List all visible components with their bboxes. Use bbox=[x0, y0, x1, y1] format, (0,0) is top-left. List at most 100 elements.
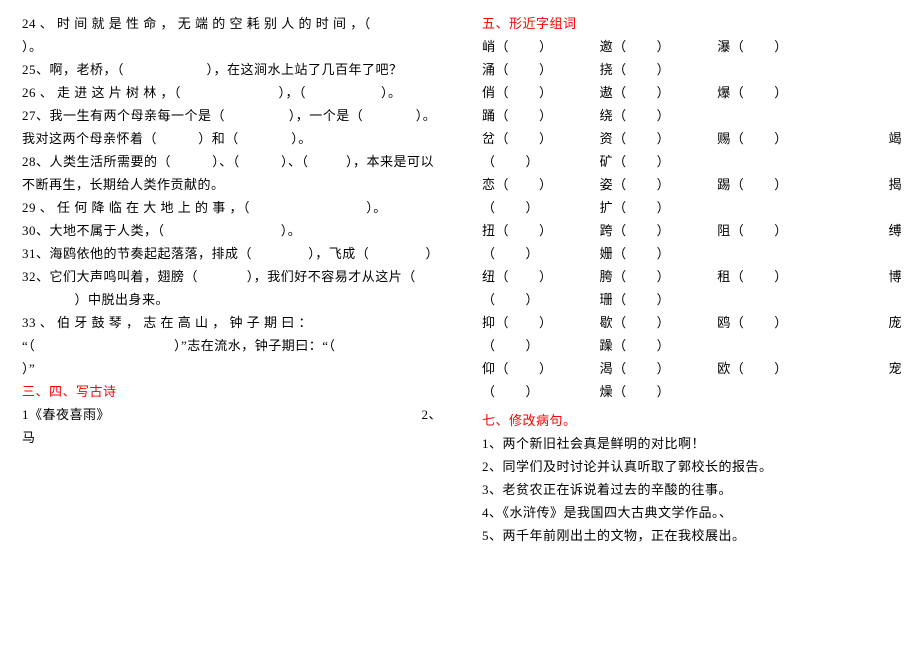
char-cell: 欧（ ） bbox=[717, 357, 835, 380]
char-cell: 姿（ ） bbox=[600, 173, 718, 196]
char-cell: 阻（ ） bbox=[717, 219, 835, 242]
char-cell: 矿（ ） bbox=[600, 150, 718, 173]
page: 24 、 时 间 就 是 性 命 ， 无 端 的 空 耗 别 人 的 时 间 ，… bbox=[0, 0, 920, 651]
char-cell: 歇（ ） bbox=[600, 311, 718, 334]
poem1: 1《春夜喜雨》 bbox=[22, 403, 110, 426]
char-cell: 扭（ ） bbox=[482, 219, 600, 242]
char-cell: 遨（ ） bbox=[600, 81, 718, 104]
q26: 26 、 走 进 这 片 树 林 ，（ ），（ ）。 bbox=[22, 81, 442, 104]
poem-row: 1《春夜喜雨》 2、 bbox=[22, 403, 442, 426]
char-cell: 爆（ ） bbox=[717, 81, 835, 104]
char-cell: （ ） bbox=[482, 380, 600, 403]
q32: 32、它们大声鸣叫着，翅膀（ ），我们好不容易才从这片（ bbox=[22, 265, 442, 288]
char-row: （ ）燥（ ） bbox=[482, 380, 902, 403]
char-cell: （ ） bbox=[482, 288, 600, 311]
char-cell bbox=[835, 380, 902, 403]
sentence: 4、《水浒传》是我国四大古典文学作品。、 bbox=[482, 501, 902, 524]
char-row: 峭（ ）邀（ ）瀑（ ） bbox=[482, 35, 902, 58]
char-cell: 赐（ ） bbox=[717, 127, 835, 150]
char-cell bbox=[835, 150, 902, 173]
char-row: 俏（ ）遨（ ）爆（ ） bbox=[482, 81, 902, 104]
char-cell: 绕（ ） bbox=[600, 104, 718, 127]
char-cell: 抑（ ） bbox=[482, 311, 600, 334]
char-row: （ ）矿（ ） bbox=[482, 150, 902, 173]
char-cell: 渴（ ） bbox=[600, 357, 718, 380]
char-cell: 姗（ ） bbox=[600, 242, 718, 265]
char-cell: 纽（ ） bbox=[482, 265, 600, 288]
section-3-4-title: 三、四、写古诗 bbox=[22, 380, 442, 403]
char-grid: 峭（ ）邀（ ）瀑（ ）涌（ ）挠（ ）俏（ ）遨（ ）爆（ ）踊（ ）绕（ ）… bbox=[482, 35, 902, 403]
char-cell: 竭 bbox=[835, 127, 902, 150]
char-cell: 跨（ ） bbox=[600, 219, 718, 242]
char-cell: 缚 bbox=[835, 219, 902, 242]
section-5-title: 五、形近字组词 bbox=[482, 12, 902, 35]
char-cell bbox=[717, 150, 835, 173]
char-cell: 恋（ ） bbox=[482, 173, 600, 196]
char-cell: 鸥（ ） bbox=[717, 311, 835, 334]
char-cell bbox=[717, 242, 835, 265]
q28: 28、人类生活所需要的（ ）、（ ）、（ ），本来是可以不断再生，长期给人类作贡… bbox=[22, 150, 442, 196]
char-row: 岔（ ）资（ ）赐（ ）竭 bbox=[482, 127, 902, 150]
char-cell bbox=[835, 242, 902, 265]
sentence: 5、两千年前刚出土的文物，正在我校展出。 bbox=[482, 524, 902, 547]
char-cell: 涌（ ） bbox=[482, 58, 600, 81]
char-cell: 躁（ ） bbox=[600, 334, 718, 357]
char-cell bbox=[717, 380, 835, 403]
sentences: 1、两个新旧社会真是鲜明的对比啊！2、同学们及时讨论并认真听取了郭校长的报告。3… bbox=[482, 432, 902, 547]
char-row: （ ）姗（ ） bbox=[482, 242, 902, 265]
char-cell: （ ） bbox=[482, 196, 600, 219]
char-cell: 瀑（ ） bbox=[717, 35, 835, 58]
char-cell bbox=[835, 334, 902, 357]
char-row: （ ）珊（ ） bbox=[482, 288, 902, 311]
char-cell: 挠（ ） bbox=[600, 58, 718, 81]
char-cell bbox=[717, 196, 835, 219]
char-cell: 燥（ ） bbox=[600, 380, 718, 403]
char-cell: （ ） bbox=[482, 242, 600, 265]
char-cell: 峭（ ） bbox=[482, 35, 600, 58]
q31: 31、海鸥依他的节奏起起落落，排成（ ），飞成（ ） bbox=[22, 242, 442, 265]
char-cell: 租（ ） bbox=[717, 265, 835, 288]
char-cell: 博 bbox=[835, 265, 902, 288]
char-cell bbox=[717, 104, 835, 127]
q24: 24 、 时 间 就 是 性 命 ， 无 端 的 空 耗 别 人 的 时 间 ，… bbox=[22, 12, 442, 58]
char-cell: 资（ ） bbox=[600, 127, 718, 150]
char-cell bbox=[835, 104, 902, 127]
char-cell: 踢（ ） bbox=[717, 173, 835, 196]
char-cell: 仰（ ） bbox=[482, 357, 600, 380]
char-cell: 珊（ ） bbox=[600, 288, 718, 311]
char-cell: 俏（ ） bbox=[482, 81, 600, 104]
char-row: （ ）躁（ ） bbox=[482, 334, 902, 357]
q33b: “（ ）”志在流水，钟子期曰：“（ ）” bbox=[22, 334, 442, 380]
char-cell: 踊（ ） bbox=[482, 104, 600, 127]
char-row: 踊（ ）绕（ ） bbox=[482, 104, 902, 127]
q30: 30、大地不属于人类，（ ）。 bbox=[22, 219, 442, 242]
section-7-title: 七、修改病句。 bbox=[482, 409, 902, 432]
q33a: 33 、 伯 牙 鼓 琴 ， 志 在 高 山 ， 钟 子 期 曰 ： bbox=[22, 311, 442, 334]
char-cell bbox=[717, 288, 835, 311]
char-cell: 宠 bbox=[835, 357, 902, 380]
sentence: 3、老贫农正在诉说着过去的辛酸的往事。 bbox=[482, 478, 902, 501]
q29: 29 、 任 何 降 临 在 大 地 上 的 事 ，（ ）。 bbox=[22, 196, 442, 219]
char-row: 扭（ ）跨（ ）阻（ ）缚 bbox=[482, 219, 902, 242]
char-cell bbox=[717, 334, 835, 357]
sentence: 1、两个新旧社会真是鲜明的对比啊！ bbox=[482, 432, 902, 455]
char-cell bbox=[835, 58, 902, 81]
char-cell: 岔（ ） bbox=[482, 127, 600, 150]
char-cell bbox=[835, 288, 902, 311]
poem2-char: 马 bbox=[22, 426, 442, 449]
q25: 25、啊，老桥，（ ），在这涧水上站了几百年了吧？ bbox=[22, 58, 442, 81]
char-cell: （ ） bbox=[482, 334, 600, 357]
q27: 27、我一生有两个母亲每一个是（ ），一个是（ ）。我对这两个母亲怀着（ ）和（… bbox=[22, 104, 442, 150]
char-row: 抑（ ）歇（ ）鸥（ ）庞 bbox=[482, 311, 902, 334]
right-column: 五、形近字组词 峭（ ）邀（ ）瀑（ ）涌（ ）挠（ ）俏（ ）遨（ ）爆（ ）… bbox=[460, 0, 920, 651]
char-row: 恋（ ）姿（ ）踢（ ）揭 bbox=[482, 173, 902, 196]
char-row: 涌（ ）挠（ ） bbox=[482, 58, 902, 81]
char-cell: （ ） bbox=[482, 150, 600, 173]
char-cell bbox=[835, 35, 902, 58]
char-cell: 胯（ ） bbox=[600, 265, 718, 288]
sentence: 2、同学们及时讨论并认真听取了郭校长的报告。 bbox=[482, 455, 902, 478]
char-cell bbox=[835, 81, 902, 104]
char-cell: 揭 bbox=[835, 173, 902, 196]
char-cell bbox=[835, 196, 902, 219]
char-cell: 扩（ ） bbox=[600, 196, 718, 219]
